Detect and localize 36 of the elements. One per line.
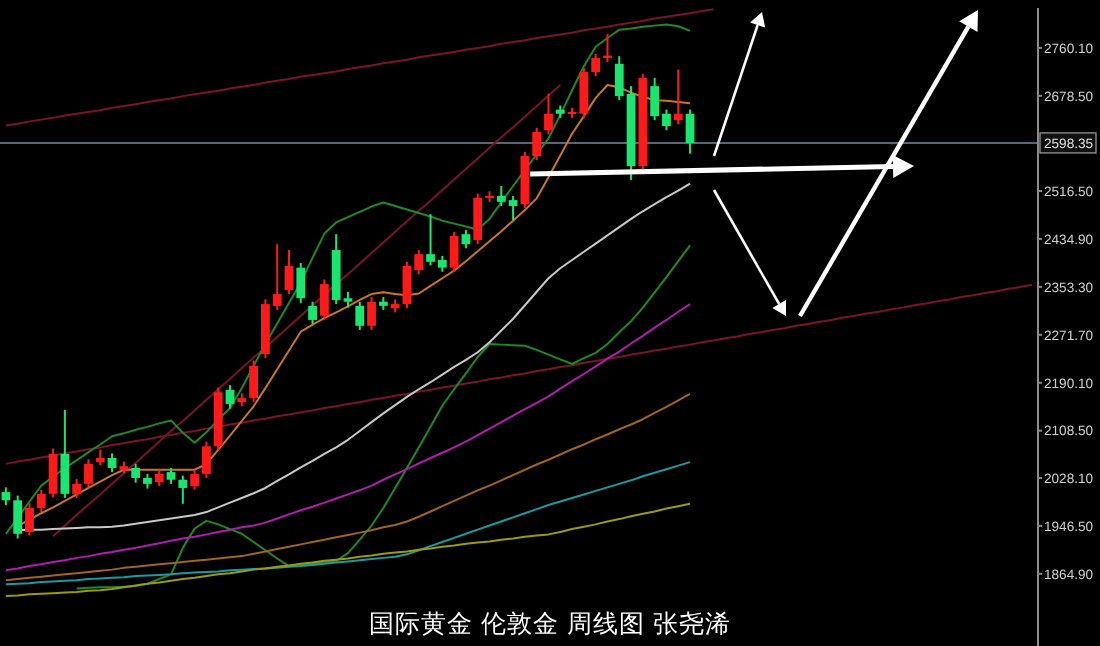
candlestick xyxy=(60,408,70,499)
candlestick xyxy=(84,458,93,489)
candlestick xyxy=(13,494,23,540)
candlestick xyxy=(36,488,46,514)
line-series xyxy=(4,502,692,598)
candlestick xyxy=(225,384,235,410)
candlestick xyxy=(544,92,553,136)
line-series xyxy=(4,303,692,572)
candlestick xyxy=(296,261,306,304)
candlestick xyxy=(202,440,211,479)
candlestick xyxy=(72,478,82,499)
candlestick xyxy=(685,108,695,155)
line-series xyxy=(75,244,692,590)
candlestick xyxy=(355,300,365,331)
candlestick xyxy=(178,474,188,505)
candlestick xyxy=(319,278,329,321)
candlestick xyxy=(367,296,376,331)
line-series xyxy=(4,461,692,586)
candlestick xyxy=(308,300,317,326)
candlestick xyxy=(25,502,34,537)
candlestick xyxy=(48,447,58,499)
candlestick xyxy=(190,468,200,491)
candlestick xyxy=(131,462,141,484)
candlestick xyxy=(591,52,601,78)
candlestick xyxy=(284,249,294,296)
line-series xyxy=(4,392,692,582)
line-series xyxy=(4,8,715,127)
candlestick xyxy=(249,359,258,404)
line-series xyxy=(16,182,692,532)
candlestick xyxy=(673,68,683,126)
annotation: 国际黄金 伦敦金 周线图 张尧浠 xyxy=(369,608,731,638)
candlestick xyxy=(473,192,483,246)
candlestick xyxy=(449,230,459,273)
candlestick xyxy=(107,452,117,474)
candlestick xyxy=(461,229,471,250)
candlestick xyxy=(532,126,542,162)
